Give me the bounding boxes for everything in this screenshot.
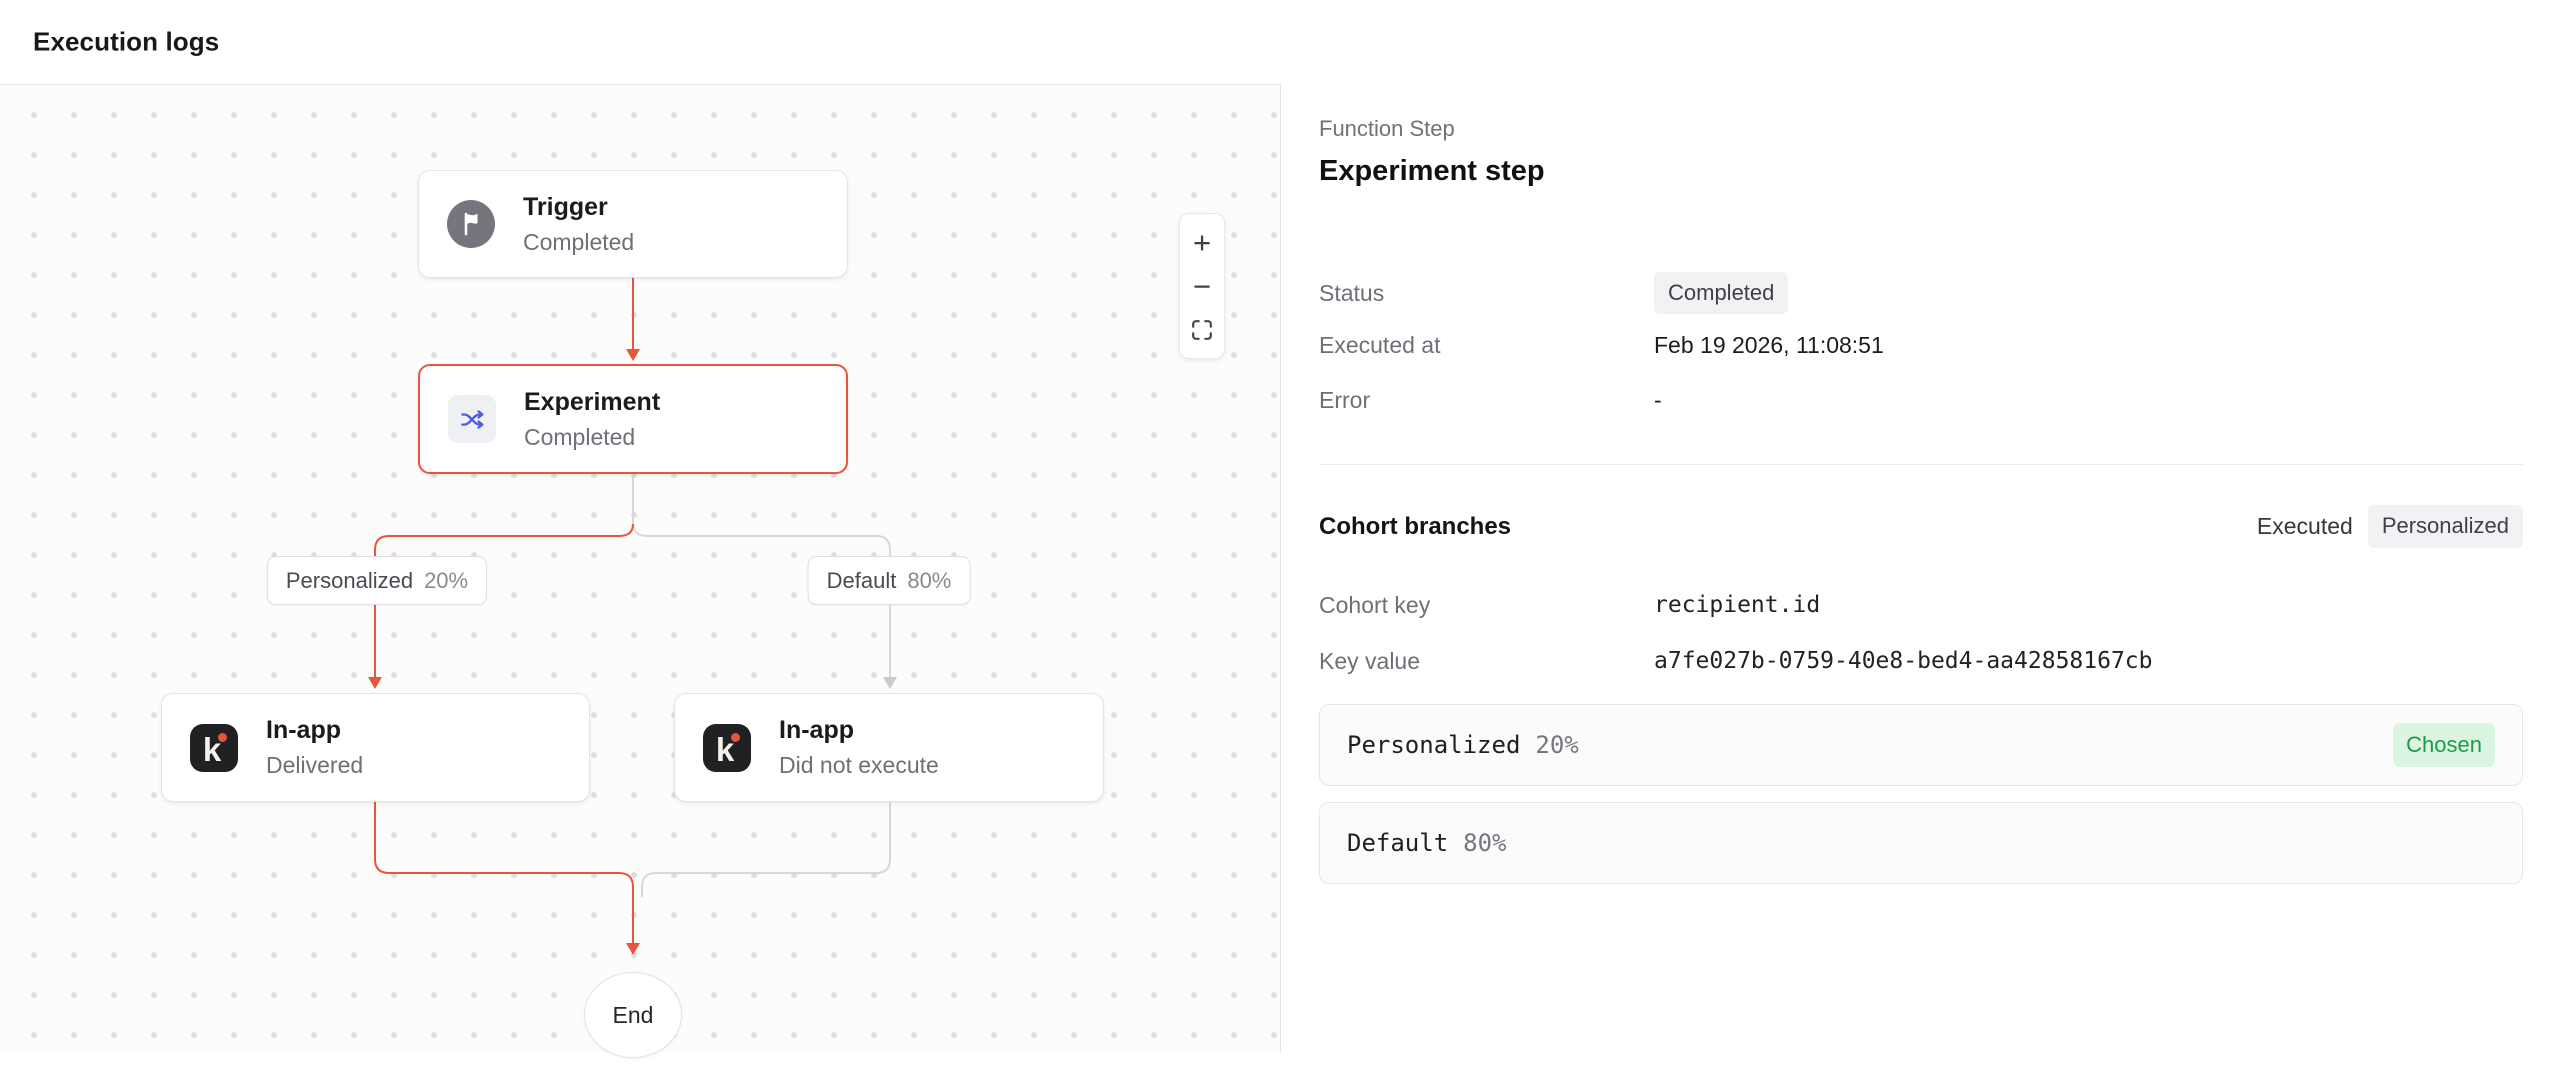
- key-value-value: a7fe027b-0759-40e8-bed4-aa42858167cb: [1654, 648, 2153, 675]
- executed-at-value: Feb 19 2026, 11:08:51: [1654, 332, 1884, 359]
- node-inapp-not-executed-status: Did not execute: [779, 752, 939, 778]
- fit-view-icon: [1192, 320, 1212, 340]
- key-value-row: Key value a7fe027b-0759-40e8-bed4-aa4285…: [1319, 648, 2523, 675]
- edge-default-merge: [641, 802, 891, 897]
- page-header: Execution logs: [0, 0, 2554, 84]
- step-title: Experiment step: [1319, 155, 1545, 187]
- branch-label-personalized-percent: 20%: [424, 567, 469, 593]
- branch-label-default-percent: 80%: [907, 567, 952, 593]
- node-trigger-status: Completed: [523, 228, 635, 255]
- node-end-label: End: [612, 1001, 654, 1028]
- knock-inapp-icon: k: [703, 723, 751, 772]
- cohort-header: Cohort branches Executed Personalized: [1319, 505, 2523, 548]
- edge-personalized-end: [374, 802, 634, 943]
- node-end: End: [584, 972, 682, 1058]
- node-inapp-delivered[interactable]: k In-app Delivered: [161, 693, 590, 802]
- panel-divider: [1319, 464, 2523, 466]
- error-label: Error: [1319, 387, 1371, 414]
- knock-dot: [731, 732, 740, 742]
- chosen-badge: Chosen: [2393, 722, 2495, 767]
- branch-label-default-name: Default: [826, 567, 897, 593]
- cohort-key-row: Cohort key recipient.id: [1319, 592, 2523, 619]
- node-experiment[interactable]: Experiment Completed: [418, 364, 848, 474]
- cohort-executed: Executed Personalized: [2256, 505, 2523, 548]
- workflow-canvas[interactable]: Trigger Completed Experiment Completed P…: [0, 84, 1281, 1058]
- executed-at-row: Executed at Feb 19 2026, 11:08:51: [1319, 332, 2523, 359]
- key-value-label: Key value: [1319, 647, 1421, 674]
- status-label: Status: [1319, 279, 1385, 306]
- branch-label-default: Default 80%: [807, 556, 971, 605]
- knock-dot: [218, 732, 227, 742]
- arrowhead-personalized-branch: [368, 677, 382, 689]
- node-inapp-not-executed[interactable]: k In-app Did not execute: [674, 693, 1104, 802]
- branch-name: Personalized: [1347, 730, 1521, 759]
- cohort-branch-default: Default 80%: [1319, 801, 2523, 884]
- knock-letter: k: [715, 730, 735, 768]
- workflow-edges: [368, 278, 897, 955]
- shuffle-icon: [448, 395, 496, 443]
- executed-at-label: Executed at: [1319, 332, 1441, 359]
- error-row: Error -: [1319, 387, 2523, 414]
- branch-name: Default: [1347, 828, 1449, 857]
- node-trigger[interactable]: Trigger Completed: [418, 170, 848, 278]
- node-inapp-delivered-status: Delivered: [266, 752, 364, 778]
- node-inapp-not-executed-title: In-app: [779, 716, 854, 744]
- knock-inapp-icon: k: [190, 723, 238, 772]
- cohort-key-label: Cohort key: [1319, 591, 1431, 618]
- edge-personalized-branch: [374, 523, 634, 677]
- zoom-in-button[interactable]: +: [1192, 224, 1212, 260]
- cohort-key-rows: Cohort key recipient.id Key value a7fe02…: [1319, 592, 2523, 675]
- status-badge: Completed: [1654, 272, 1789, 315]
- cohort-branch-list: Personalized 20% Chosen Default 80%: [1319, 703, 2523, 884]
- error-value: -: [1654, 387, 1662, 414]
- branch-label-personalized: Personalized 20%: [266, 556, 488, 605]
- canvas-controls: + −: [1179, 213, 1225, 359]
- edge-default-branch: [632, 475, 891, 677]
- executed-label: Executed: [2256, 513, 2353, 540]
- cohort-key-value: recipient.id: [1654, 592, 1821, 619]
- node-inapp-delivered-title: In-app: [266, 716, 341, 744]
- step-kicker: Function Step: [1319, 116, 1455, 141]
- executed-branch-badge: Personalized: [2367, 505, 2523, 548]
- branch-percent: 20%: [1535, 730, 1579, 759]
- zoom-out-button[interactable]: −: [1192, 268, 1212, 304]
- cohort-heading: Cohort branches: [1319, 512, 1512, 540]
- page-title: Execution logs: [33, 26, 220, 57]
- branch-percent: 80%: [1463, 828, 1507, 857]
- branch-label-personalized-name: Personalized: [285, 567, 414, 593]
- node-experiment-status: Completed: [524, 423, 636, 450]
- node-experiment-title: Experiment: [524, 387, 661, 416]
- status-row: Status Completed: [1319, 272, 2523, 315]
- fit-view-button[interactable]: [1180, 308, 1224, 352]
- arrowhead-trigger-experiment: [626, 349, 640, 361]
- arrowhead-default-branch: [883, 677, 897, 689]
- arrowhead-end: [626, 943, 640, 955]
- step-meta-rows: Status Completed Executed at Feb 19 2026…: [1319, 272, 2523, 414]
- step-details-panel: Function Step Experiment step Status Com…: [1282, 84, 2554, 1068]
- cohort-branch-personalized: Personalized 20% Chosen: [1319, 703, 2523, 786]
- knock-letter: k: [202, 730, 222, 768]
- node-trigger-title: Trigger: [523, 192, 608, 221]
- flag-icon: [447, 200, 495, 248]
